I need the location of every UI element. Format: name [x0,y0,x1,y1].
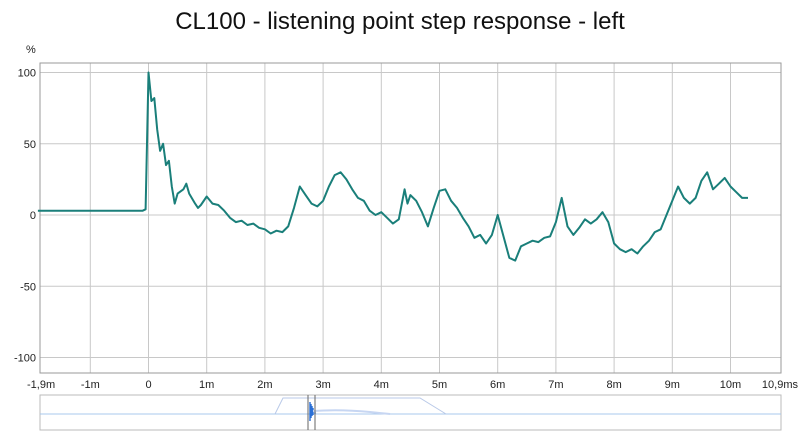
series-line-0 [37,71,748,262]
x-tick-label: 1m [199,379,214,391]
x-tick-label: 5m [432,379,447,391]
x-tick-label: -1,9m [27,379,55,391]
x-tick-label: 0 [145,379,151,391]
y-tick-label: 50 [24,139,36,151]
x-tick-label: 8m [606,379,621,391]
y-tick-label: 100 [18,68,36,80]
x-tick-label: -1m [81,379,100,391]
x-tick-label: 4m [374,379,389,391]
y-tick-label: 0 [30,210,36,222]
x-tick-label: 7m [548,379,563,391]
x-tick-label: 9m [665,379,680,391]
overview-frame [39,394,782,431]
x-tick-label: 10,9ms [762,379,799,391]
plot-frame [39,62,782,374]
overview-tail [312,409,391,415]
overview-strip[interactable] [39,394,782,431]
y-axis-label: % [26,44,36,56]
overview-burst [309,402,316,421]
x-tick-label: 3m [315,379,330,391]
y-ticks: 100 50 0 -50 -100 [14,68,36,365]
y-tick-label: -50 [20,281,36,293]
series-layer [37,71,748,262]
grid-lines [40,63,781,373]
chart-title: CL100 - listening point step response - … [175,8,625,35]
y-tick-label: -100 [14,353,36,365]
x-ticks: -1,9m -1m 0 1m 2m 3m 4m 5m 6m 7m 8m 9m 10m 10,9ms [27,379,798,391]
overview-envelope [274,397,447,415]
x-tick-label: 10m [720,379,741,391]
x-tick-label: 2m [257,379,272,391]
x-tick-label: 6m [490,379,505,391]
